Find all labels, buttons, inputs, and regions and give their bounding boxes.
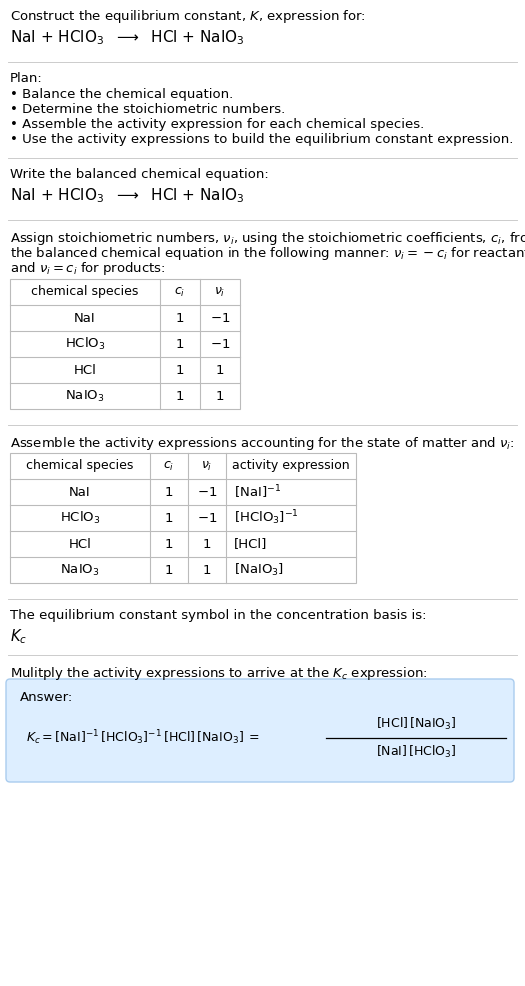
Text: Assemble the activity expressions accounting for the state of matter and $\nu_i$: Assemble the activity expressions accoun… [10, 435, 514, 452]
Text: $\nu_i$: $\nu_i$ [201, 459, 213, 472]
Text: $c_i$: $c_i$ [163, 459, 175, 472]
Text: 1: 1 [165, 564, 173, 577]
Text: Mulitply the activity expressions to arrive at the $K_c$ expression:: Mulitply the activity expressions to arr… [10, 665, 428, 682]
Text: $[\mathrm{NaI}]\,[\mathrm{HClO_3}]$: $[\mathrm{NaI}]\,[\mathrm{HClO_3}]$ [376, 744, 456, 760]
Text: the balanced chemical equation in the following manner: $\nu_i = -c_i$ for react: the balanced chemical equation in the fo… [10, 245, 525, 262]
Text: $-1$: $-1$ [210, 312, 230, 324]
Text: HClO$_3$: HClO$_3$ [65, 336, 106, 352]
Text: $-1$: $-1$ [197, 512, 217, 525]
Text: 1: 1 [176, 389, 184, 402]
Text: $-1$: $-1$ [210, 337, 230, 350]
Text: and $\nu_i = c_i$ for products:: and $\nu_i = c_i$ for products: [10, 260, 165, 277]
Text: • Use the activity expressions to build the equilibrium constant expression.: • Use the activity expressions to build … [10, 133, 513, 146]
Text: NaI + HClO$_3$  $\longrightarrow$  HCl + NaIO$_3$: NaI + HClO$_3$ $\longrightarrow$ HCl + N… [10, 186, 245, 205]
Text: $[\mathrm{HCl}]\,[\mathrm{NaIO_3}]$: $[\mathrm{HCl}]\,[\mathrm{NaIO_3}]$ [376, 716, 456, 733]
Bar [10, 453, 356, 583]
Text: 1: 1 [165, 537, 173, 550]
Text: 1: 1 [165, 512, 173, 525]
Text: $-1$: $-1$ [197, 485, 217, 499]
Text: [HCl]: [HCl] [234, 537, 267, 550]
Text: NaI: NaI [69, 485, 91, 499]
Text: Construct the equilibrium constant, $K$, expression for:: Construct the equilibrium constant, $K$,… [10, 8, 366, 25]
Text: $K_c$: $K_c$ [10, 627, 27, 646]
Text: 1: 1 [203, 564, 211, 577]
Text: HCl: HCl [69, 537, 91, 550]
Text: $[\mathrm{NaIO_3}]$: $[\mathrm{NaIO_3}]$ [234, 562, 284, 578]
FancyBboxPatch shape [6, 679, 514, 782]
Text: Assign stoichiometric numbers, $\nu_i$, using the stoichiometric coefficients, $: Assign stoichiometric numbers, $\nu_i$, … [10, 230, 525, 247]
Text: Write the balanced chemical equation:: Write the balanced chemical equation: [10, 168, 269, 181]
Text: NaIO$_3$: NaIO$_3$ [60, 562, 100, 578]
Text: $[\mathrm{HClO_3}]^{-1}$: $[\mathrm{HClO_3}]^{-1}$ [234, 509, 299, 528]
Text: Answer:: Answer: [20, 691, 74, 704]
Text: The equilibrium constant symbol in the concentration basis is:: The equilibrium constant symbol in the c… [10, 609, 426, 622]
Text: $\nu_i$: $\nu_i$ [214, 286, 226, 299]
Text: 1: 1 [176, 364, 184, 377]
Text: • Determine the stoichiometric numbers.: • Determine the stoichiometric numbers. [10, 103, 285, 116]
Text: $[\mathrm{NaI}]^{-1}$: $[\mathrm{NaI}]^{-1}$ [234, 483, 281, 501]
Text: NaI + HClO$_3$  $\longrightarrow$  HCl + NaIO$_3$: NaI + HClO$_3$ $\longrightarrow$ HCl + N… [10, 28, 245, 46]
Text: 1: 1 [216, 364, 224, 377]
Text: $K_c = [\mathrm{NaI}]^{-1}\,[\mathrm{HClO_3}]^{-1}\,[\mathrm{HCl}]\,[\mathrm{NaI: $K_c = [\mathrm{NaI}]^{-1}\,[\mathrm{HCl… [26, 729, 260, 747]
Text: activity expression: activity expression [232, 459, 350, 472]
Text: HCl: HCl [74, 364, 97, 377]
Text: Plan:: Plan: [10, 72, 43, 85]
Bar [10, 279, 240, 409]
Text: 1: 1 [176, 337, 184, 350]
Text: chemical species: chemical species [32, 286, 139, 299]
Text: • Assemble the activity expression for each chemical species.: • Assemble the activity expression for e… [10, 118, 424, 131]
Text: NaIO$_3$: NaIO$_3$ [65, 388, 105, 403]
Text: • Balance the chemical equation.: • Balance the chemical equation. [10, 88, 233, 101]
Text: HClO$_3$: HClO$_3$ [60, 510, 100, 527]
Text: $c_i$: $c_i$ [174, 286, 186, 299]
Text: chemical species: chemical species [26, 459, 134, 472]
Text: NaI: NaI [74, 312, 96, 324]
Text: 1: 1 [165, 485, 173, 499]
Text: 1: 1 [176, 312, 184, 324]
Text: 1: 1 [203, 537, 211, 550]
Text: 1: 1 [216, 389, 224, 402]
